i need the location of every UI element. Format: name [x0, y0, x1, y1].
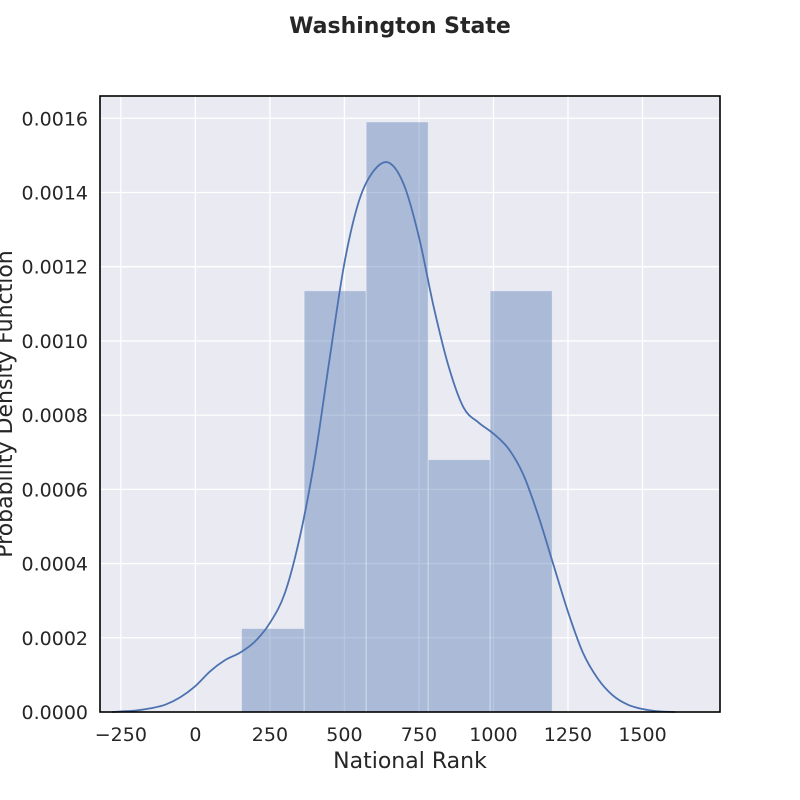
y-tick-label: 0.0000 [22, 702, 88, 724]
y-tick-label: 0.0004 [22, 554, 88, 576]
y-axis-ticks: 0.0000 0.0002 0.0004 0.0006 0.0008 0.0010 0.00… [22, 108, 88, 724]
plot-area [100, 96, 720, 712]
y-tick-label: 0.0012 [22, 257, 88, 279]
x-tick-label: 1000 [469, 724, 517, 746]
x-tick-label: 500 [326, 724, 362, 746]
x-tick-label: −250 [95, 724, 147, 746]
kde-curve [111, 161, 676, 713]
x-tick-label: 0 [189, 724, 201, 746]
histogram-bar [241, 628, 305, 713]
histogram-bar [303, 290, 367, 713]
histogram-bar [365, 121, 429, 713]
x-tick-label: 1500 [618, 724, 666, 746]
histogram-bar [427, 459, 491, 713]
y-tick-label: 0.0010 [22, 331, 88, 353]
y-tick-label: 0.0002 [22, 628, 88, 650]
chart-title: Washington State [289, 14, 511, 39]
y-tick-label: 0.0008 [22, 405, 88, 427]
y-tick-label: 0.0014 [22, 182, 88, 204]
x-tick-label: 1250 [544, 724, 592, 746]
y-tick-label: 0.0006 [22, 479, 88, 501]
x-tick-label: 750 [401, 724, 437, 746]
y-tick-label: 0.0016 [22, 108, 88, 130]
x-tick-label: 250 [252, 724, 288, 746]
y-axis-label: Probability Density Function [0, 250, 18, 558]
x-axis-label: National Rank [333, 749, 487, 774]
plot-frame [99, 95, 721, 713]
histogram-bar [489, 290, 553, 713]
x-axis-ticks: −250 0 250 500 750 1000 1250 1500 [95, 724, 667, 746]
histogram-bars [241, 121, 553, 713]
